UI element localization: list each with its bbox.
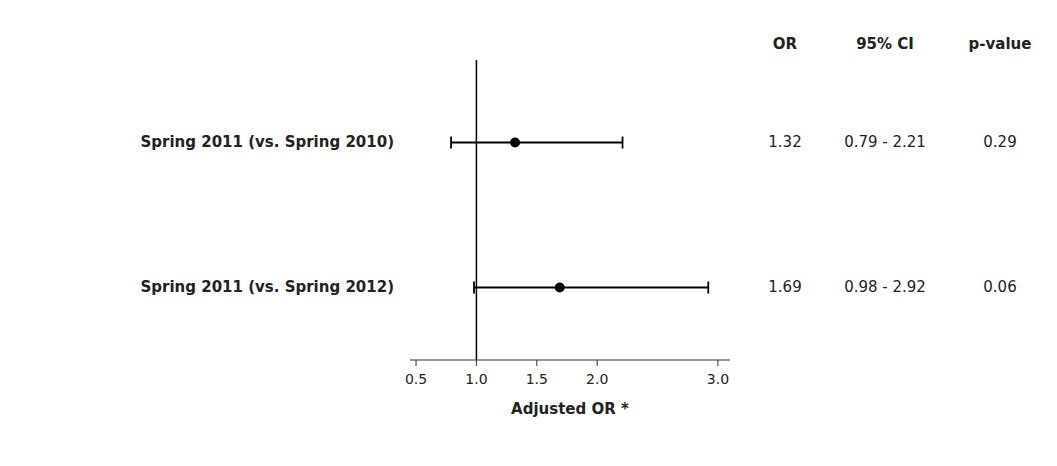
x-tick [536,360,537,366]
chart-svg: 0.5 1.0 1.5 2.0 3.0 Adjusted OR * Spring 2011 … [0,0,1057,466]
row-labels: Spring 2011 (vs. Spring 2010) Spring 2011… [141,133,395,296]
ci-cell: 0.79 - 2.21 [844,133,926,151]
x-axis-label: Adjusted OR * [511,400,629,418]
error-bar [451,137,622,149]
row-label: Spring 2011 (vs. Spring 2010) [141,133,395,151]
ci-cap-low [473,282,475,294]
chart-container: 0.5 1.0 1.5 2.0 3.0 Adjusted OR * Spring 2011 … [0,0,1057,466]
ci-cell: 0.98 - 2.92 [844,278,926,296]
x-tick-label: 1.5 [526,371,548,387]
x-tick-label: 2.0 [586,371,608,387]
ci-cap-high [707,282,709,294]
point-estimate [555,283,565,293]
x-tick-label: 3.0 [707,371,729,387]
x-tick-label: 1.0 [465,371,487,387]
x-tick [717,360,718,366]
row-label: Spring 2011 (vs. Spring 2012) [141,278,395,296]
x-tick [597,360,598,366]
or-cell: 1.32 [768,133,801,151]
column-header: p-value [969,35,1032,53]
pvalue-cell: 0.06 [983,278,1016,296]
column-header: OR [773,35,798,53]
x-ticks: 0.5 1.0 1.5 2.0 3.0 [405,360,729,387]
x-tick [416,360,417,366]
ci-line [451,142,622,144]
x-tick-label: 0.5 [405,371,427,387]
ci-cap-low [450,137,452,149]
table: OR 95% CI p-value 1.32 0.79 - 2.21 0.29 1.69 0.… [768,35,1031,297]
pvalue-cell: 0.29 [983,133,1016,151]
point-estimate [510,138,520,148]
ci-line [474,287,708,289]
or-cell: 1.69 [768,278,801,296]
plot-marks [451,60,708,360]
reference-line [476,60,478,360]
error-bar [474,282,708,294]
x-tick [476,360,477,366]
x-axis-line [410,359,730,360]
ci-cap-high [622,137,624,149]
column-header: 95% CI [856,35,914,53]
